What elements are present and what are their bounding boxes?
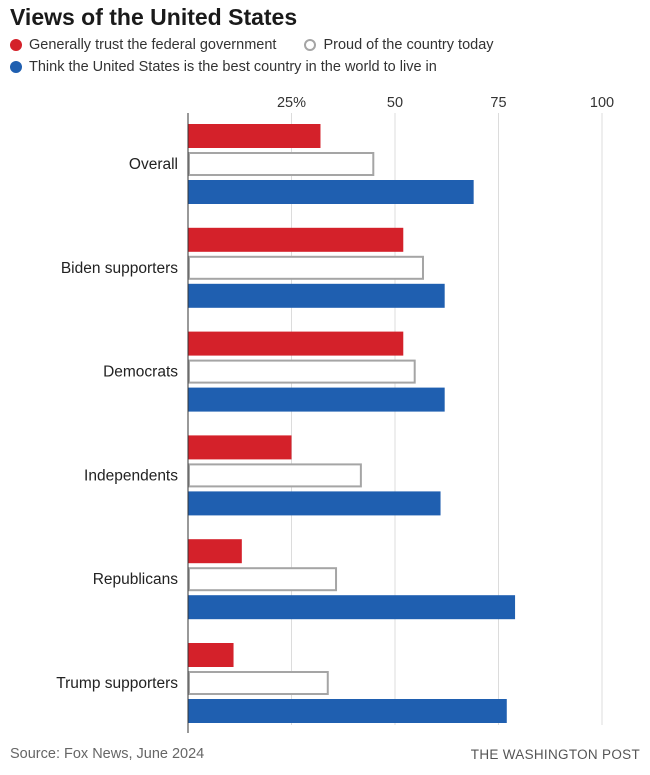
category-label: Overall <box>129 156 178 173</box>
legend-swatch-trust <box>10 39 22 51</box>
bar <box>188 387 445 412</box>
category-label: Biden supporters <box>61 260 178 277</box>
bar <box>188 331 404 356</box>
x-tick-label: 100 <box>590 95 614 111</box>
source-note: Source: Fox News, June 2024 <box>10 746 205 762</box>
x-tick-label: 75 <box>490 95 506 111</box>
bar <box>188 567 338 592</box>
legend-label-proud: Proud of the country today <box>323 37 494 53</box>
bar <box>188 255 424 280</box>
legend-label-trust: Generally trust the federal government <box>29 37 277 53</box>
legend-item-trust: Generally trust the federal government <box>10 37 276 53</box>
bar <box>188 124 321 148</box>
bar <box>188 435 292 460</box>
bar <box>188 539 242 564</box>
x-tick-label: 50 <box>387 95 403 111</box>
bar <box>188 699 507 723</box>
bar <box>188 643 234 667</box>
legend-item-best: Think the United States is the best coun… <box>10 59 437 75</box>
bar <box>188 180 474 204</box>
bar <box>188 359 416 384</box>
x-tick-label: 25% <box>277 95 306 111</box>
bar <box>188 595 516 620</box>
category-label: Democrats <box>103 364 178 381</box>
legend-row-1: Generally trust the federal government P… <box>10 37 522 53</box>
legend-swatch-proud <box>304 39 317 51</box>
legend-row-2: Think the United States is the best coun… <box>10 59 465 75</box>
bar <box>188 283 445 308</box>
bar <box>188 491 441 516</box>
bar <box>188 463 362 488</box>
bar <box>188 671 329 695</box>
category-label: Republicans <box>93 571 179 588</box>
bar <box>188 227 404 252</box>
legend-label-best: Think the United States is the best coun… <box>29 59 437 75</box>
category-label: Trump supporters <box>56 675 178 692</box>
bar <box>188 152 375 176</box>
chart-title: Views of the United States <box>10 4 298 30</box>
publisher-credit: THE WASHINGTON POST <box>470 747 640 762</box>
legend-item-proud: Proud of the country today <box>304 37 494 53</box>
legend-swatch-best <box>10 61 22 73</box>
category-label: Independents <box>84 467 178 484</box>
